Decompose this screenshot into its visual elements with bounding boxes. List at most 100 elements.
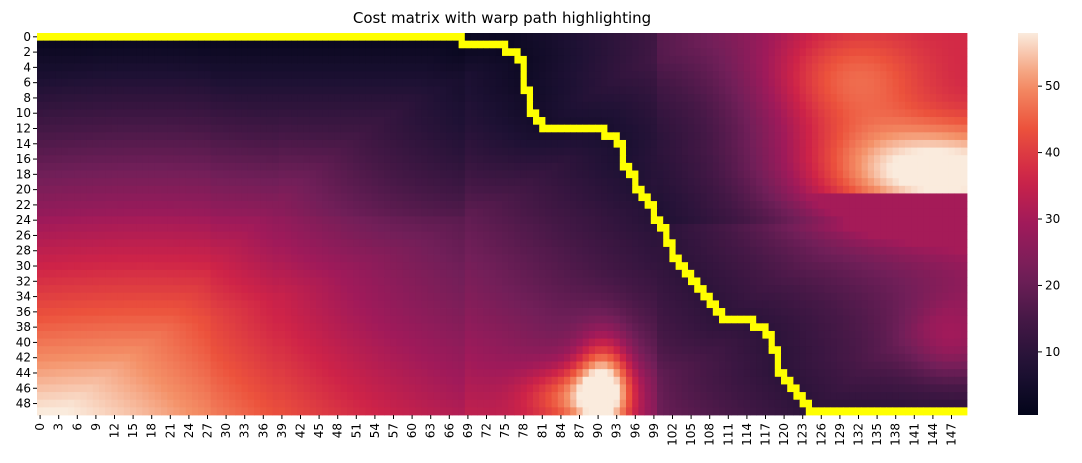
- heatmap-cell: [55, 185, 63, 194]
- heatmap-cell: [390, 101, 397, 110]
- heatmap-cell: [650, 109, 658, 118]
- heatmap-cell: [347, 201, 354, 210]
- heatmap-cell: [793, 170, 800, 179]
- heatmap-cell: [849, 40, 856, 49]
- heatmap-cell: [340, 86, 348, 95]
- heatmap-cell: [421, 262, 428, 271]
- heatmap-cell: [911, 162, 918, 171]
- heatmap-cell: [285, 262, 292, 271]
- heatmap-cell: [117, 48, 125, 57]
- heatmap-cell: [576, 101, 583, 110]
- heatmap-cell: [179, 201, 187, 210]
- heatmap-cell: [272, 40, 280, 49]
- heatmap-cell: [80, 277, 87, 286]
- heatmap-cell: [334, 147, 342, 156]
- heatmap-cell: [136, 269, 143, 278]
- heatmap-cell: [700, 55, 707, 64]
- heatmap-cell: [818, 254, 825, 263]
- heatmap-cell: [340, 109, 348, 118]
- heatmap-cell: [725, 239, 732, 248]
- heatmap-cell: [340, 262, 348, 271]
- heatmap-cell: [774, 162, 782, 171]
- heatmap-cell: [278, 124, 286, 133]
- heatmap-cell: [247, 147, 255, 156]
- heatmap-cell: [440, 147, 447, 156]
- heatmap-cell: [774, 63, 782, 72]
- heatmap-cell: [198, 101, 205, 110]
- heatmap-cell: [669, 185, 676, 194]
- heatmap-cell: [136, 277, 143, 286]
- heatmap-cell: [148, 101, 156, 110]
- heatmap-cell: [526, 170, 534, 179]
- heatmap-cell: [843, 269, 850, 278]
- heatmap-cell: [105, 162, 112, 171]
- heatmap-cell: [787, 63, 794, 72]
- heatmap-cell: [328, 269, 335, 278]
- heatmap-cell: [557, 48, 565, 57]
- heatmap-cell: [365, 208, 373, 217]
- heatmap-cell: [247, 101, 255, 110]
- heatmap-cell: [402, 40, 410, 49]
- heatmap-cell: [805, 262, 813, 271]
- heatmap-cell: [229, 55, 236, 64]
- heatmap-cell: [415, 254, 422, 263]
- heatmap-cell: [378, 262, 385, 271]
- heatmap-cell: [440, 262, 447, 271]
- heatmap-cell: [805, 185, 813, 194]
- heatmap-cell: [576, 78, 583, 87]
- heatmap-cell: [781, 94, 788, 103]
- warp-path-cell: [477, 40, 484, 49]
- heatmap-cell: [303, 139, 311, 148]
- heatmap-cell: [254, 55, 261, 64]
- heatmap-cell: [706, 193, 714, 202]
- warp-path-cell: [446, 33, 453, 42]
- heatmap-cell: [855, 155, 862, 164]
- heatmap-cell: [526, 40, 534, 49]
- heatmap-cell: [291, 185, 298, 194]
- heatmap-cell: [167, 254, 174, 263]
- heatmap-cell: [905, 170, 912, 179]
- heatmap-cell: [148, 78, 156, 87]
- heatmap-cell: [254, 162, 261, 171]
- heatmap-cell: [105, 132, 112, 141]
- heatmap-cell: [247, 162, 255, 171]
- heatmap-cell: [179, 239, 187, 248]
- heatmap-cell: [737, 231, 745, 240]
- heatmap-cell: [719, 71, 726, 80]
- heatmap-cell: [936, 262, 943, 271]
- heatmap-cell: [334, 201, 342, 210]
- heatmap-cell: [446, 216, 453, 225]
- heatmap-cell: [285, 63, 292, 72]
- heatmap-cell: [874, 262, 881, 271]
- heatmap-cell: [719, 117, 726, 126]
- heatmap-cell: [37, 40, 44, 49]
- heatmap-cell: [477, 48, 484, 57]
- heatmap-cell: [917, 185, 924, 194]
- heatmap-cell: [303, 40, 311, 49]
- heatmap-cell: [954, 155, 962, 164]
- heatmap-cell: [793, 33, 800, 42]
- heatmap-cell: [874, 224, 881, 233]
- heatmap-cell: [43, 231, 50, 240]
- heatmap-cell: [192, 117, 199, 126]
- warp-path-cell: [74, 33, 81, 42]
- heatmap-cell: [223, 193, 230, 202]
- heatmap-cell: [657, 117, 664, 126]
- heatmap-cell: [905, 109, 912, 118]
- heatmap-cell: [347, 139, 354, 148]
- heatmap-cell: [626, 63, 633, 72]
- heatmap-cell: [80, 269, 87, 278]
- heatmap-cell: [334, 139, 342, 148]
- heatmap-cell: [247, 170, 255, 179]
- heatmap-cell: [551, 178, 559, 187]
- heatmap-cell: [644, 277, 652, 286]
- heatmap-cell: [167, 178, 174, 187]
- heatmap-cell: [421, 101, 428, 110]
- heatmap-cell: [440, 162, 447, 171]
- heatmap-cell: [706, 63, 714, 72]
- heatmap-cell: [830, 178, 838, 187]
- heatmap-cell: [929, 132, 937, 141]
- heatmap-cell: [229, 40, 236, 49]
- heatmap-cell: [880, 48, 887, 57]
- heatmap-cell: [247, 216, 255, 225]
